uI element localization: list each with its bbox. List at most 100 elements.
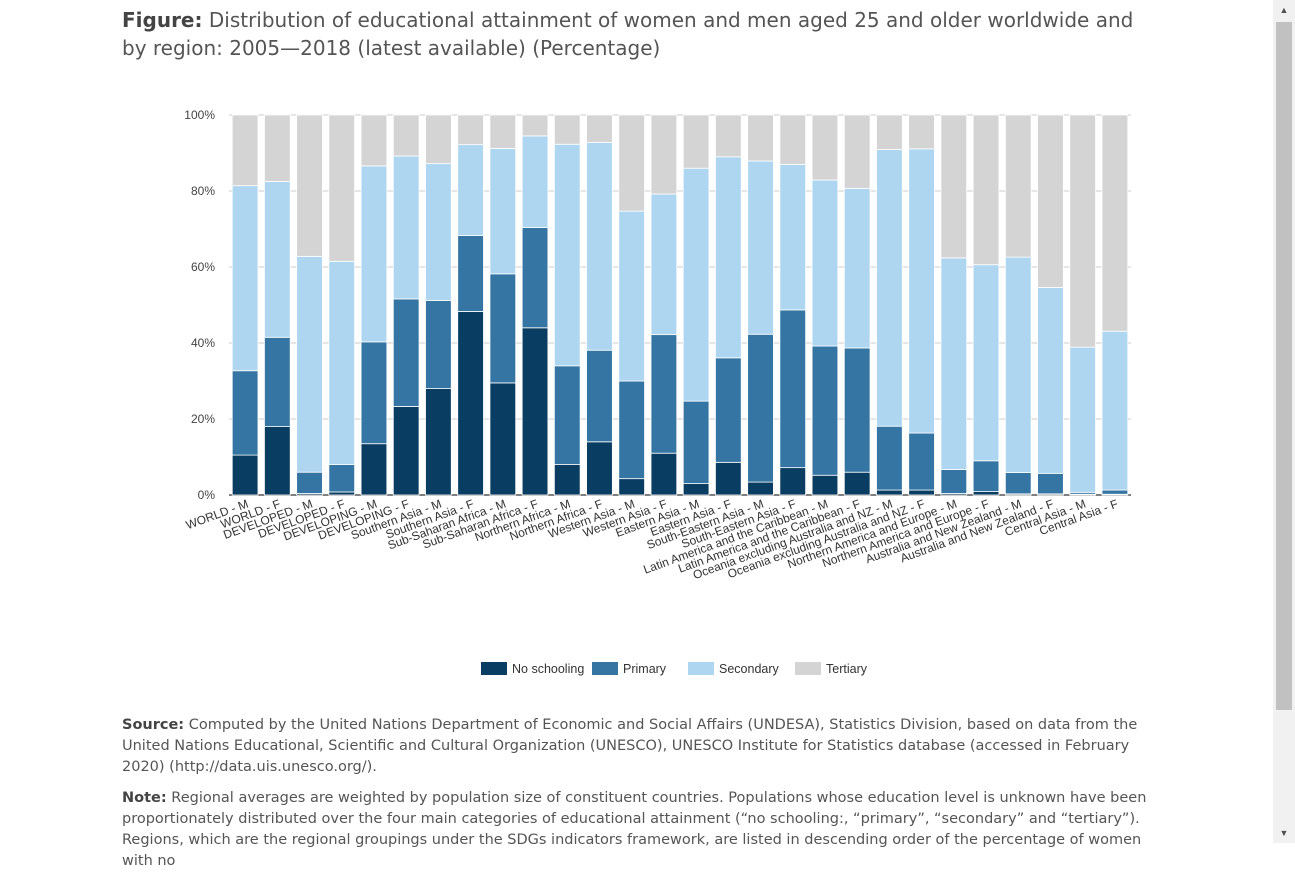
bars-layer — [231, 114, 1129, 496]
bar-segment — [553, 114, 581, 145]
legend-label: No schooling — [512, 662, 584, 676]
bar-segment — [618, 114, 645, 212]
figure-title-prefix: Figure: — [122, 8, 203, 32]
scroll-thumb[interactable] — [1276, 22, 1292, 710]
source-label: Source: — [122, 717, 185, 733]
bar-segment — [747, 114, 774, 162]
scroll-up-arrow-icon[interactable]: ▲ — [1279, 5, 1289, 15]
bar-segment — [1037, 114, 1064, 288]
note-text: Regional averages are weighted by popula… — [122, 790, 1147, 869]
bar-segment — [328, 260, 356, 465]
y-tick-label: 80% — [191, 184, 215, 198]
bar-segment — [876, 425, 903, 491]
bar-segment — [264, 181, 291, 338]
bar-segment — [908, 148, 935, 434]
bar-segment — [1101, 489, 1129, 495]
bar-segment — [843, 347, 871, 473]
bar-segment — [521, 227, 549, 329]
bar-segment — [1004, 256, 1032, 473]
bar-segment — [360, 165, 388, 343]
bar-segment — [1069, 346, 1096, 493]
bar-segment — [392, 298, 420, 407]
y-tick-label: 40% — [191, 336, 215, 350]
bar-segment — [328, 114, 356, 262]
bar-segment — [618, 478, 645, 496]
y-tick-label: 100% — [184, 108, 215, 122]
bar-segment — [779, 309, 807, 469]
bar-segment — [940, 469, 968, 494]
bar-segment — [1004, 114, 1032, 258]
bar-segment — [489, 273, 517, 384]
bar-segment — [392, 114, 420, 157]
bar-segment — [747, 160, 774, 335]
bar-segment — [586, 441, 613, 496]
bar-segment — [328, 464, 356, 493]
bar-segment — [425, 300, 452, 390]
figure-title: Figure: Distribution of educational atta… — [122, 6, 1162, 62]
bar-segment — [779, 163, 807, 311]
legend-swatch — [795, 662, 821, 675]
bar-segment — [1101, 114, 1129, 332]
bar-segment — [650, 193, 678, 336]
bar-segment — [489, 382, 517, 496]
bar-segment — [328, 491, 356, 496]
bar-segment — [296, 471, 323, 494]
bar-segment — [489, 114, 517, 149]
bar-segment — [908, 432, 935, 491]
bar-segment — [360, 443, 388, 496]
legend-label: Secondary — [719, 662, 780, 676]
bar-segment — [682, 114, 710, 169]
bar-segment — [908, 114, 935, 150]
bar-segment — [1069, 114, 1096, 348]
bar-segment — [553, 365, 581, 465]
legend-swatch — [481, 662, 507, 675]
bar-segment — [457, 311, 484, 496]
bar-segment — [972, 264, 1000, 462]
bar-segment — [682, 400, 710, 485]
bar-segment — [1004, 472, 1032, 495]
vertical-scrollbar[interactable]: ▲ ▼ — [1273, 0, 1295, 843]
bar-segment — [392, 155, 420, 300]
bar-segment — [489, 148, 517, 275]
bar-segment — [360, 114, 388, 167]
bar-segment — [715, 461, 742, 496]
source-text: Computed by the United Nations Departmen… — [122, 717, 1138, 775]
bar-segment — [264, 426, 291, 496]
bar-segment — [972, 491, 1000, 496]
bar-segment — [457, 144, 484, 236]
bar-segment — [457, 235, 484, 312]
scroll-down-arrow-icon[interactable]: ▼ — [1279, 828, 1289, 838]
bar-segment — [972, 114, 1000, 266]
bar-segment — [779, 467, 807, 496]
bar-segment — [715, 156, 742, 359]
bar-segment — [972, 460, 1000, 492]
bar-segment — [811, 345, 839, 476]
bar-segment — [843, 471, 871, 496]
bar-segment — [876, 114, 903, 150]
methodology-note: Note: Regional averages are weighted by … — [122, 788, 1152, 872]
y-tick-label: 20% — [191, 412, 215, 426]
bar-segment — [650, 334, 678, 454]
bar-segment — [231, 370, 259, 456]
bar-segment — [650, 114, 678, 195]
legend-swatch — [592, 662, 618, 675]
bar-segment — [682, 167, 710, 402]
bar-segment — [360, 341, 388, 445]
note-label: Note: — [122, 790, 167, 806]
bar-segment — [521, 135, 549, 228]
bar-segment — [747, 333, 774, 483]
bar-segment — [1037, 472, 1064, 495]
bar-segment — [1101, 330, 1129, 491]
bar-segment — [392, 406, 420, 496]
bar-segment — [811, 474, 839, 496]
bar-segment — [553, 464, 581, 496]
bar-segment — [843, 187, 871, 349]
bar-segment — [876, 149, 903, 427]
bar-segment — [264, 114, 291, 182]
y-tick-label: 0% — [198, 488, 216, 502]
bar-segment — [296, 255, 323, 473]
bar-segment — [586, 349, 613, 443]
bar-segment — [586, 141, 613, 351]
bar-segment — [715, 357, 742, 463]
